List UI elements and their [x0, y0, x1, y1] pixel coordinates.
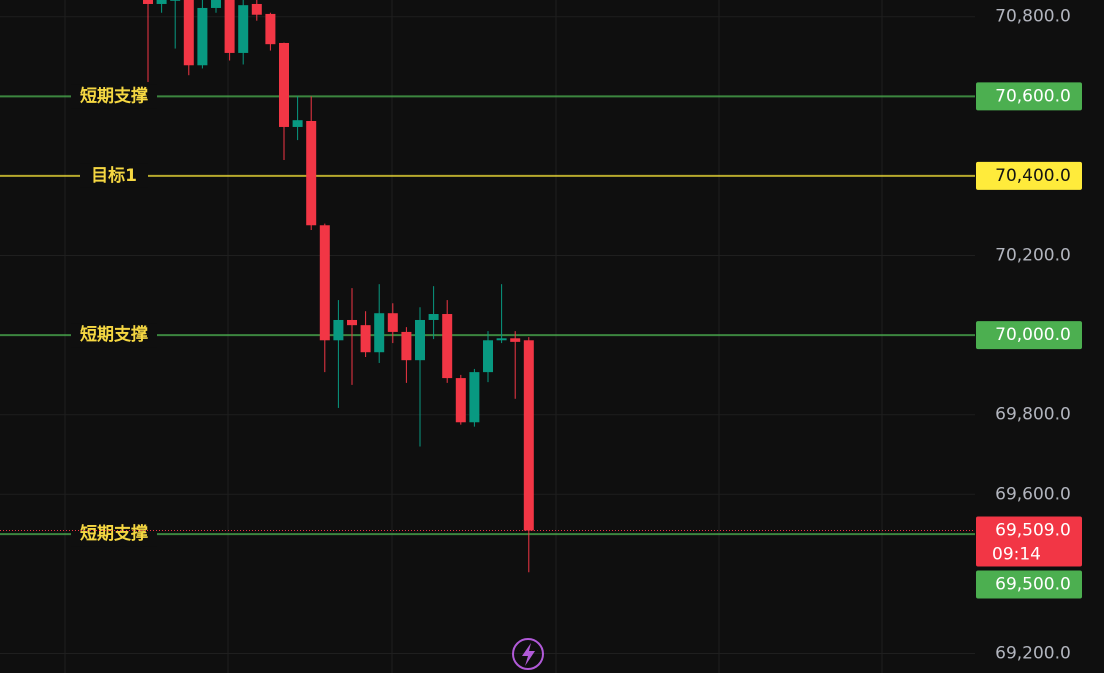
price-line-label-bg — [71, 323, 157, 348]
price-line-label-bg — [71, 522, 157, 547]
candle-body — [347, 319, 357, 326]
candle-body — [292, 120, 303, 127]
candle-body — [483, 340, 493, 373]
candle-body — [183, 0, 194, 66]
price-line-label-bg — [80, 163, 148, 188]
candle-body — [401, 331, 412, 361]
candle-body — [265, 13, 276, 45]
price-line-label: 短期支撑 — [80, 85, 148, 106]
price-line-label: 短期支撑 — [80, 523, 148, 544]
candle-body — [251, 3, 262, 15]
candle-body — [360, 325, 371, 353]
y-tick-label: 69,200.0 — [995, 643, 1071, 663]
lightning-icon[interactable] — [512, 638, 544, 670]
candle-body — [279, 42, 289, 127]
candle-body — [224, 0, 235, 53]
candle-body — [238, 5, 249, 53]
price-tag-label: 70,600.0 — [995, 86, 1071, 106]
candle-body — [455, 378, 466, 423]
icon-bolt[interactable] — [522, 643, 535, 666]
price-line-label: 目标1 — [91, 165, 137, 186]
price-tag-label: 69,500.0 — [995, 575, 1071, 595]
candle-body — [170, 0, 181, 1]
candle-body — [319, 225, 330, 341]
candle-body — [415, 319, 425, 361]
candle-body — [374, 313, 385, 353]
y-tick-label: 69,600.0 — [995, 484, 1071, 504]
price-tag — [976, 570, 1082, 599]
vertical-grid — [64, 0, 883, 673]
candle-body — [523, 340, 534, 531]
candle-body — [211, 0, 221, 8]
candle-body — [510, 338, 521, 342]
last-price-tag — [976, 516, 1082, 567]
y-tick-label: 70,200.0 — [995, 246, 1071, 266]
y-tick-label: 70,800.0 — [995, 7, 1071, 27]
candle-body — [496, 338, 507, 341]
price-line-label: 短期支撑 — [80, 324, 148, 345]
candle-body — [333, 319, 344, 341]
candle-body — [143, 0, 153, 4]
candle-body — [156, 0, 167, 4]
candle-body — [387, 313, 398, 332]
countdown: 09:14 — [992, 545, 1041, 565]
candle-body — [306, 120, 317, 226]
y-tick-label: 69,800.0 — [995, 405, 1071, 425]
price-tag — [976, 321, 1082, 350]
last-price-label: 69,509.0 — [995, 521, 1071, 541]
price-line-label-bg — [71, 84, 157, 109]
icon-ring[interactable] — [512, 638, 544, 670]
price-tag-label: 70,000.0 — [995, 325, 1071, 345]
price-tag — [976, 161, 1082, 190]
candle-body — [442, 314, 453, 379]
candle-body — [197, 7, 208, 66]
price-tag-label: 70,400.0 — [995, 166, 1071, 186]
candle-body — [469, 372, 480, 423]
candle-body — [428, 314, 439, 320]
price-tag — [976, 82, 1082, 111]
